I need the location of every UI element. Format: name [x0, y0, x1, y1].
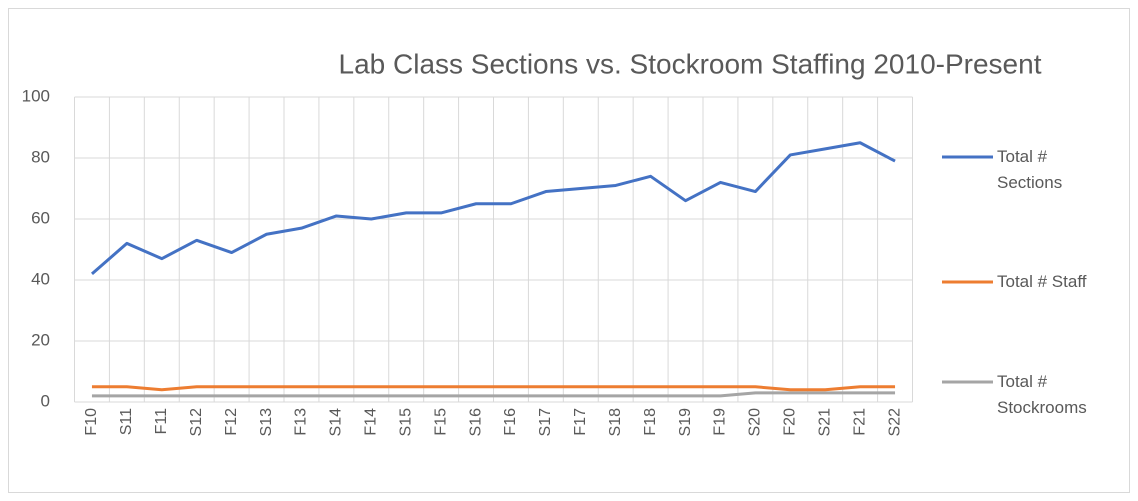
x-tick-label: S16: [467, 408, 484, 437]
chart-title: Lab Class Sections vs. Stockroom Staffin…: [339, 48, 1042, 79]
y-tick-label: 80: [31, 147, 50, 166]
y-tick-label: 0: [41, 391, 50, 410]
y-tick-label: 100: [22, 86, 50, 105]
x-tick-label: S17: [537, 408, 554, 437]
x-tick-label: S22: [886, 408, 903, 437]
y-tick-label: 20: [31, 330, 50, 349]
x-tick-label: F17: [572, 408, 589, 436]
legend-label: Total # Stockrooms: [997, 372, 1087, 417]
series-line: [91, 391, 896, 398]
y-tick-label: 40: [31, 269, 50, 288]
x-tick-label: F12: [223, 408, 240, 436]
x-tick-label: S21: [816, 408, 833, 437]
x-tick-label: S14: [328, 408, 345, 437]
legend-entry: Total # Staff: [997, 272, 1087, 291]
x-tick-label: F11: [153, 408, 170, 434]
x-tick-label: S11: [118, 408, 135, 435]
y-tick-label: 60: [31, 208, 50, 227]
x-tick-label: S19: [677, 408, 694, 437]
x-tick-label: F19: [712, 408, 729, 436]
x-tick-label: F15: [432, 408, 449, 436]
x-tick-label: S13: [258, 408, 275, 437]
x-tick-label: F14: [363, 408, 380, 436]
x-tick-label: F21: [851, 408, 868, 436]
x-tick-label: S18: [607, 408, 624, 437]
legend-entry: Total # Sections: [997, 147, 1063, 192]
x-tick-label: S20: [747, 408, 764, 437]
x-tick-label: F13: [293, 408, 310, 436]
legend-label: Total # Staff: [997, 272, 1087, 291]
x-tick-label: F16: [502, 408, 519, 436]
series-line: [90, 141, 896, 276]
x-tick-label: F18: [642, 408, 659, 436]
x-tick-label: F10: [83, 408, 100, 436]
x-tick-label: S15: [397, 408, 414, 437]
legend-entry: Total # Stockrooms: [997, 372, 1087, 417]
chart-border: [8, 8, 1130, 493]
series-line: [91, 385, 896, 392]
x-tick-label: F20: [782, 408, 799, 436]
legend-label: Total # Sections: [997, 147, 1063, 192]
x-tick-label: S12: [188, 408, 205, 437]
